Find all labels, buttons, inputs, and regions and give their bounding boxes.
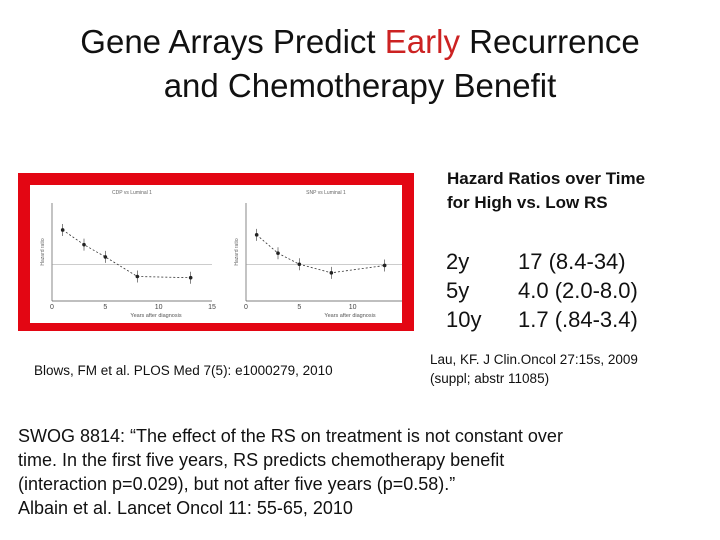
swog-line: SWOG 8814: “The effect of the RS on trea… [18, 426, 563, 446]
data-point [60, 228, 65, 232]
title-line-2: and Chemotherapy Benefit [163, 67, 557, 104]
hazard-heading-line-1: Hazard Ratios over Time [447, 169, 646, 188]
hazard-ratio-figure: CDP vs Luminal 1 Hazard ratio 0 5 10 15 Years … [40, 190, 402, 319]
x-axis-label: Years after diagnosis [130, 313, 181, 319]
swog-quote: SWOG 8814: “The effect of the RS on trea… [18, 424, 708, 520]
figure-frame: CDP vs Luminal 1 Hazard ratio 0 5 10 15 Years … [18, 173, 414, 331]
hazard-table: 2y 17 (8.4-34) 5y 4.0 (2.0-8.0) 10y 1.7 … [446, 247, 638, 334]
title-post: Recurrence [459, 23, 640, 60]
hazard-row: 10y 1.7 (.84-3.4) [446, 305, 638, 334]
x-tick-label: 10 [349, 304, 357, 311]
citation-right-line-2: (suppl; abstr 11085) [430, 371, 550, 386]
data-point [276, 251, 280, 256]
data-point [188, 275, 193, 280]
figure-panels: CDP vs Luminal 1 Hazard ratio 0 5 10 15 Years … [30, 185, 402, 323]
hazard-time: 5y [446, 278, 470, 303]
citation-right-line-1: Lau, KF. J Clin.Oncol 27:15s, 2009 [430, 352, 638, 367]
data-point [254, 233, 259, 237]
panel-subtitle: SNP vs Luminal 1 [306, 190, 346, 196]
data-point [82, 242, 86, 247]
swog-line: (interaction p=0.029), but not after fiv… [18, 474, 456, 494]
series-line [256, 234, 385, 274]
hazard-value: 1.7 (.84-3.4) [518, 307, 638, 332]
citation-left: Blows, FM et al. PLOS Med 7(5): e1000279… [34, 363, 333, 378]
citation-right: Lau, KF. J Clin.Oncol 27:15s, 2009 (supp… [430, 350, 638, 388]
slide-title: Gene Arrays Predict Early Recurrence and… [0, 20, 720, 108]
data-point [329, 271, 334, 275]
data-point [297, 262, 302, 267]
y-axis-label: Hazard ratio [40, 238, 46, 265]
panel-subtitle: CDP vs Luminal 1 [112, 190, 152, 196]
hazard-value: 17 (8.4-34) [518, 249, 626, 274]
hazard-time: 10y [446, 307, 482, 332]
hazard-row: 5y 4.0 (2.0-8.0) [446, 276, 638, 305]
title-line-1: Gene Arrays Predict Early Recurrence [0, 20, 720, 64]
x-tick-label: 0 [50, 304, 54, 311]
x-tick-label: 0 [244, 304, 248, 311]
x-tick-label: 15 [208, 304, 216, 311]
y-axis-label: Hazard ratio [234, 238, 240, 265]
swog-line: time. In the first five years, RS predic… [18, 450, 505, 470]
x-tick-label: 5 [103, 304, 107, 311]
hazard-heading: Hazard Ratios over Time for High vs. Low… [447, 167, 645, 215]
title-accent-word: Early [384, 23, 460, 60]
x-tick-label: 10 [155, 304, 163, 311]
title-pre: Gene Arrays Predict [80, 23, 385, 60]
hazard-heading-line-2: for High vs. Low RS [447, 193, 608, 212]
data-point [382, 263, 387, 268]
hazard-row: 2y 17 (8.4-34) [446, 247, 638, 276]
data-point [103, 255, 108, 259]
series-line [62, 229, 191, 279]
x-tick-label: 5 [297, 304, 301, 311]
hazard-value: 4.0 (2.0-8.0) [518, 278, 638, 303]
x-axis-label: Years after diagnosis [324, 313, 375, 319]
data-point [135, 274, 140, 279]
swog-line: Albain et al. Lancet Oncol 11: 55-65, 20… [18, 498, 353, 518]
hazard-time: 2y [446, 249, 470, 274]
